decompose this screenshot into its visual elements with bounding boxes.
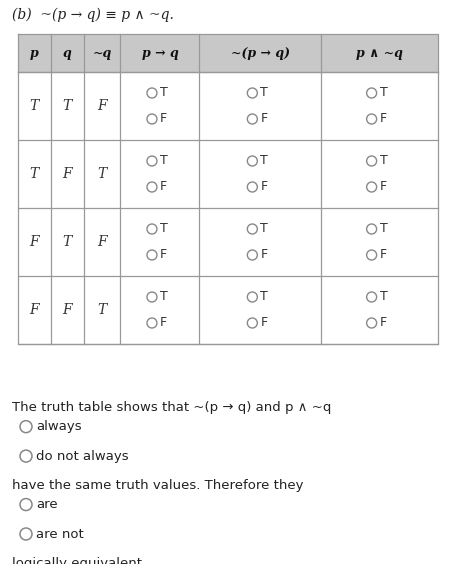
Text: are not: are not (36, 527, 84, 540)
Text: F: F (260, 249, 267, 262)
Text: p ∧ ~q: p ∧ ~q (356, 46, 403, 59)
Text: F: F (380, 316, 387, 329)
Text: T: T (98, 167, 107, 181)
Text: T: T (160, 223, 168, 236)
Text: logically equivalent.: logically equivalent. (12, 557, 146, 564)
Bar (18, 34, 438, 72)
Text: T: T (260, 223, 268, 236)
Text: p: p (30, 46, 39, 59)
Text: have the same truth values. Therefore they: have the same truth values. Therefore th… (12, 479, 304, 492)
Text: F: F (97, 99, 107, 113)
Text: (b)  ~(p → q) ≡ p ∧ ~q.: (b) ~(p → q) ≡ p ∧ ~q. (12, 8, 174, 23)
Text: ~(p → q): ~(p → q) (231, 46, 290, 59)
Text: F: F (160, 316, 167, 329)
Text: T: T (380, 290, 387, 303)
Text: T: T (380, 155, 387, 168)
Text: ~q: ~q (93, 46, 112, 59)
Text: q: q (63, 46, 71, 59)
Text: T: T (260, 86, 268, 99)
Text: F: F (260, 112, 267, 126)
Text: F: F (160, 112, 167, 126)
Text: T: T (160, 290, 168, 303)
Text: T: T (62, 235, 72, 249)
Text: F: F (380, 180, 387, 193)
Text: F: F (30, 235, 39, 249)
Bar (18, 34, 438, 344)
Text: T: T (260, 155, 268, 168)
Text: T: T (160, 155, 168, 168)
Text: T: T (380, 223, 387, 236)
Text: p → q: p → q (142, 46, 178, 59)
Text: T: T (30, 99, 39, 113)
Text: T: T (98, 303, 107, 317)
Text: T: T (62, 99, 72, 113)
Text: F: F (380, 112, 387, 126)
Text: F: F (380, 249, 387, 262)
Text: T: T (160, 86, 168, 99)
Text: F: F (260, 316, 267, 329)
Text: The truth table shows that ~(p → q) and p ∧ ~q: The truth table shows that ~(p → q) and … (12, 401, 332, 414)
Text: F: F (62, 303, 72, 317)
Text: F: F (260, 180, 267, 193)
Text: T: T (30, 167, 39, 181)
Text: T: T (380, 86, 387, 99)
Text: F: F (30, 303, 39, 317)
Text: F: F (62, 167, 72, 181)
Text: F: F (97, 235, 107, 249)
Text: always: always (36, 420, 82, 433)
Text: are: are (36, 498, 58, 511)
Text: do not always: do not always (36, 450, 129, 462)
Text: F: F (160, 249, 167, 262)
Text: F: F (160, 180, 167, 193)
Text: T: T (260, 290, 268, 303)
